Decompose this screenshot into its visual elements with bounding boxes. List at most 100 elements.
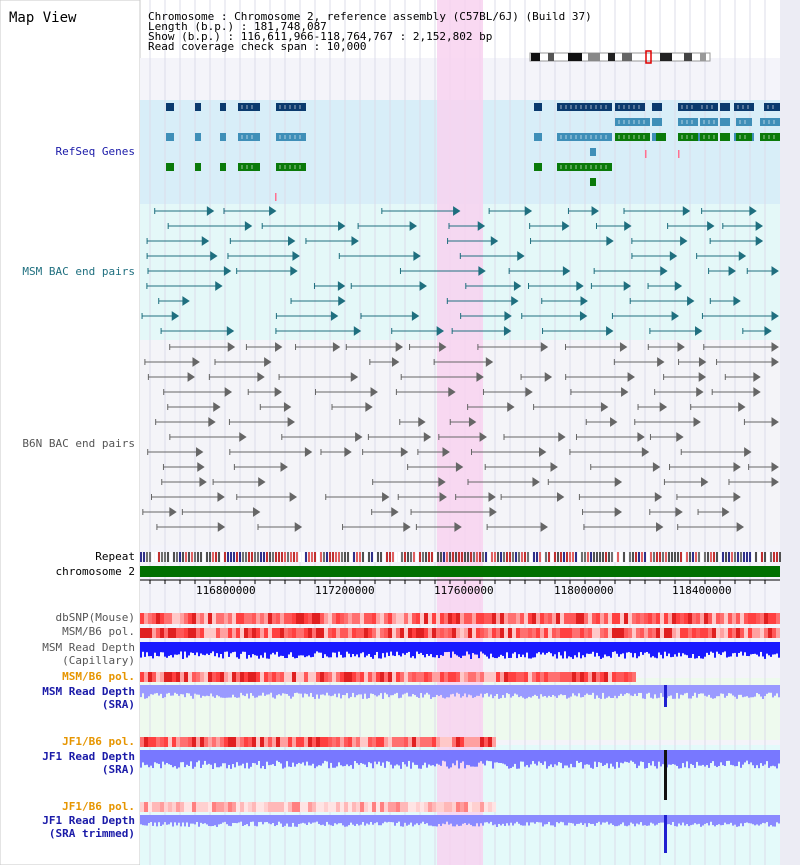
msm-capillary-depth-bar [222,642,224,659]
dbsnp-heat-cell [576,613,580,624]
jf1-trimmed-depth-bar [642,815,644,826]
msm-sra-depth-bar [242,685,244,696]
track-label-repeat[interactable]: Repeat [95,550,135,563]
msm-b6-pol2-heat-cell [144,672,148,682]
msm-capillary-depth-bar [524,642,526,658]
b6n-bac-pair-arrow [656,522,664,532]
msm-b6-pol-heat-cell [164,628,168,638]
jf1-trimmed-depth-bar [494,815,496,825]
msm-capillary-depth-bar [456,642,458,656]
msm-capillary-depth-bar [546,642,548,654]
repeat-block [161,552,163,562]
msm-capillary-depth-bar [280,642,282,656]
jf1-trimmed-depth-bar [212,815,214,826]
msm-capillary-depth-bar [192,642,194,653]
jf1-sra-depth-bar [396,750,398,765]
repeat-block [206,552,208,562]
msm-capillary-depth-bar [410,642,412,658]
track-label-msm-b6-pol[interactable]: MSM/B6 pol. [62,625,135,638]
repeat-block [158,552,160,562]
track-label-jf1-depth-sra[interactable]: JF1 Read Depth [42,750,135,763]
dbsnp-heat-cell [172,613,176,624]
msm-capillary-depth-bar [476,642,478,655]
track-label-jf1-depth-trimmed[interactable]: JF1 Read Depth [42,814,135,827]
msm-capillary-depth-bar [718,642,720,654]
track-label-msm-depth-sra[interactable]: MSM Read Depth [42,685,135,698]
jf1-b6-pol2-heat-cell [416,802,420,812]
msm-b6-pol2-heat-cell [400,672,404,682]
track-label-chromosome[interactable]: chromosome 2 [55,565,135,578]
b6n-bac-pair-arrow [391,507,399,517]
msm-sra-depth-bar [196,685,198,695]
msm-bac-pair-arrow [210,251,218,261]
jf1-trimmed-depth-bar [764,815,766,824]
msm-capillary-depth-bar [208,642,210,655]
gene-feature [557,163,612,171]
msm-b6-pol2-heat-cell [252,672,256,682]
msm-sra-depth-bar [766,685,768,694]
msm-capillary-depth-bar [472,642,474,654]
msm-capillary-depth-bar [438,642,440,659]
jf1-sra-depth-bar [384,750,386,768]
repeat-block [356,552,358,562]
jf1-sra-depth-bar [410,750,412,769]
jf1-trimmed-depth-bar [178,815,180,823]
gene-feature [166,103,174,111]
msm-b6-pol-heat-cell [144,628,148,638]
jf1-sra-depth-bar [654,750,656,767]
jf1-b6-pol2-heat-cell [408,802,412,812]
jf1-trimmed-depth-bar [776,815,778,823]
jf1-trimmed-depth-bar [640,815,642,823]
msm-b6-pol-heat-cell [568,628,572,638]
jf1-sra-depth-bar [564,750,566,766]
msm-capillary-depth-bar [506,642,508,653]
b6n-bac-pair-arrow [753,372,761,382]
track-label-jf1-b6-pol-2[interactable]: JF1/B6 pol. [62,800,135,813]
msm-capillary-depth-bar [752,642,754,655]
track-label-b6n-bac[interactable]: B6N BAC end pairs [22,437,135,450]
jf1-trimmed-depth-bar [246,815,248,825]
jf1-trimmed-depth-bar [336,815,338,825]
jf1-trimmed-depth-bar [608,815,610,825]
msm-capillary-depth-bar [306,642,308,657]
msm-capillary-depth-bar [460,642,462,659]
msm-b6-pol-heat-cell [628,628,632,638]
msm-sra-depth-bar [676,685,678,693]
msm-capillary-depth-bar [580,642,582,659]
msm-capillary-depth-bar [236,642,238,658]
msm-sra-depth-bar [720,685,722,694]
jf1-sra-depth-bar [764,750,766,765]
dbsnp-heat-cell [612,613,616,624]
jf1-trimmed-depth-bar [260,815,262,822]
repeat-block [311,552,313,562]
msm-sra-depth-bar [490,685,492,695]
msm-capillary-depth-bar [440,642,442,656]
msm-capillary-depth-bar [188,642,190,656]
dbsnp-heat-cell [228,613,232,624]
track-label-dbsnp[interactable]: dbSNP(Mouse) [55,611,135,624]
jf1-sra-depth-bar [434,750,436,767]
msm-sra-depth-bar [382,685,384,699]
jf1-sra-depth-bar [466,750,468,765]
jf1-sra-depth-bar [292,750,294,763]
track-label-refseq[interactable]: RefSeq Genes [55,145,135,158]
jf1-sra-depth-bar [506,750,508,767]
dbsnp-heat-cell [268,613,272,624]
gene-feature [534,133,542,141]
track-label-jf1-b6-pol[interactable]: JF1/B6 pol. [62,735,135,748]
msm-sra-depth-bar [264,685,266,696]
track-label-msm-depth-capillary[interactable]: MSM Read Depth [42,641,135,654]
repeat-block [710,552,712,562]
jf1-b6-pol2-heat-cell [220,802,224,812]
track-label-msm-bac[interactable]: MSM BAC end pairs [22,265,135,278]
gene-feature [590,148,596,156]
msm-sra-depth-bar [184,685,186,698]
jf1-trimmed-depth-bar [320,815,322,826]
msm-sra-depth-bar [368,685,370,699]
jf1-trimmed-depth-bar [544,815,546,825]
msm-b6-pol-heat-cell [668,628,672,638]
track-label-msm-b6-pol-2[interactable]: MSM/B6 pol. [62,670,135,683]
msm-b6-pol2-heat-cell [240,672,244,682]
jf1-trimmed-depth-bar [484,815,486,823]
